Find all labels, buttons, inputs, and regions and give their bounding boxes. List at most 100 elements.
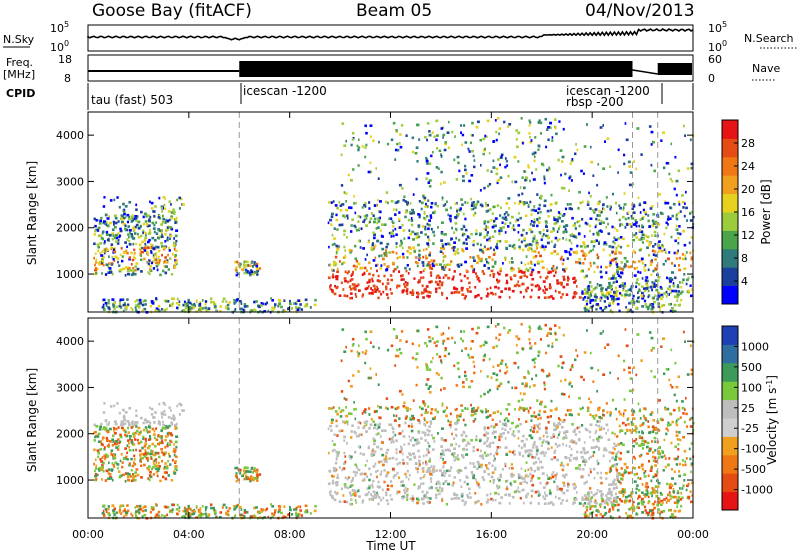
power-cell-240: [117, 239, 120, 242]
velocity-cell-70: [134, 471, 137, 474]
velocity-cell-225: [114, 461, 117, 465]
power-cell-1560: [675, 215, 678, 218]
power-cell-105: [120, 216, 123, 219]
power-cell-1762: [593, 270, 596, 274]
power-cell-796: [199, 302, 202, 306]
velocity-cell-1149: [428, 470, 432, 473]
velocity-cell-886: [510, 463, 513, 466]
power-cell-2643: [482, 137, 486, 141]
power-cell-1413: [409, 212, 413, 215]
velocity-cell-1961: [631, 423, 635, 426]
power-cell-1977: [465, 238, 468, 241]
power-cell-295: [149, 269, 153, 273]
power-cell-617: [197, 303, 200, 306]
power-cell-103: [151, 244, 154, 247]
power-cell-2582: [341, 122, 345, 125]
power-cell-1429: [347, 270, 350, 273]
velocity-cell-1238: [448, 469, 452, 472]
power-cell-2594: [528, 124, 531, 127]
power-cell-1848: [423, 268, 426, 271]
power-cell-707: [184, 303, 187, 307]
velocity-cell-820: [489, 480, 492, 483]
velocity-cell-995: [546, 447, 550, 451]
power-cell-288: [94, 224, 97, 228]
power-cell-2954: [548, 166, 551, 170]
velocity-cell-1217: [468, 487, 471, 491]
velocity-cell-557: [253, 506, 256, 510]
velocity-cell-1304: [537, 457, 540, 460]
velocity-cell-1552: [470, 414, 473, 417]
velocity-cell-643: [112, 511, 115, 514]
velocity-cell-1807: [420, 413, 423, 417]
velocity-cell-1288: [600, 490, 603, 493]
velocity-cell-221: [98, 466, 102, 470]
velocity-cell-1656: [565, 430, 568, 433]
power-cell-2880: [500, 153, 504, 157]
power-cell-2847: [581, 292, 584, 295]
power-cell-2653: [547, 138, 550, 142]
power-cell-660: [149, 304, 153, 308]
velocity-cell-274: [164, 452, 167, 455]
velocity-cell-1573: [504, 428, 507, 432]
power-cell-1891: [592, 245, 596, 248]
velocity-cell-513: [243, 472, 245, 475]
power-cell-2647: [411, 136, 414, 140]
velocity-cell-797: [226, 509, 230, 513]
velocity-cell-1845: [456, 416, 458, 419]
power-cell-2650: [352, 168, 355, 171]
velocity-cell-318: [165, 424, 167, 428]
velocity-cell-1855: [566, 485, 570, 488]
power-cell-2408: [550, 193, 553, 197]
velocity-cell-622: [135, 510, 138, 513]
velocity-cell-188: [136, 421, 139, 424]
velocity-cell-1742: [621, 443, 625, 447]
power-cell-2302: [572, 295, 575, 299]
power-cell-1956: [686, 278, 689, 282]
power-cell-2228: [368, 261, 371, 265]
power-cell-2927: [464, 141, 468, 144]
power-cell-2774: [589, 292, 592, 295]
velocity-cell-1080: [529, 429, 532, 432]
power-cell-2170: [532, 208, 535, 212]
power-cell-2790: [659, 309, 661, 313]
power-cell-446: [114, 216, 118, 220]
power-cell-1507: [416, 264, 419, 268]
velocity-cell-1019: [352, 476, 354, 480]
power-cell-1645: [346, 294, 349, 298]
velocity-cell-868: [363, 472, 367, 476]
power-cell-2506: [495, 172, 499, 176]
power-cell-1822: [658, 223, 661, 226]
power-cell-2729: [659, 285, 662, 289]
velocity-cell-382: [132, 448, 135, 452]
power-cell-2301: [556, 266, 558, 269]
power-cell-1052: [469, 256, 472, 259]
velocity-cell-508: [248, 470, 252, 473]
power-cell-2958: [561, 160, 564, 163]
velocity-cell-1780: [558, 431, 561, 434]
power-cell-887: [466, 288, 469, 291]
velocity-cell-1562: [623, 471, 626, 475]
power-cell-290: [148, 219, 151, 223]
power-cell-1531: [429, 216, 433, 219]
velocity-cell-952: [497, 492, 500, 496]
velocity-cell-361: [174, 467, 177, 470]
velocity-cell-211: [118, 470, 121, 473]
power-cell-2298: [575, 236, 578, 239]
velocity-cell-1963: [492, 459, 496, 462]
velocity-cell-1011: [564, 413, 568, 417]
velocity-cell-1174: [474, 501, 476, 505]
velocity-cell-1384: [654, 440, 656, 443]
power-cell-2088: [545, 234, 548, 238]
velocity-cell-1749: [442, 451, 445, 454]
power-cell-1162: [335, 262, 338, 266]
velocity-cell-269: [154, 451, 158, 455]
power-cell-2935: [472, 154, 475, 158]
power-cell-951: [654, 279, 658, 282]
velocity-cell-1538: [456, 493, 459, 497]
power-cell-2867: [432, 150, 434, 154]
velocity-cell-1859: [605, 471, 608, 475]
velocity-cell-292: [126, 458, 129, 461]
power-cell-1411: [351, 296, 353, 300]
power-cell-616: [176, 297, 179, 301]
power-cell-1459: [445, 296, 448, 300]
